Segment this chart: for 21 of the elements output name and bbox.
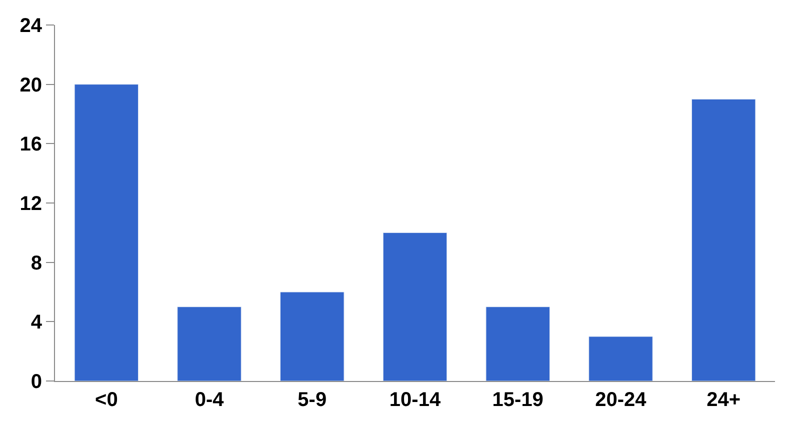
bar bbox=[486, 306, 550, 381]
bar bbox=[691, 98, 756, 381]
x-tick-label: 15-19 bbox=[492, 389, 544, 411]
bar bbox=[280, 292, 344, 381]
y-tick-label: 12 bbox=[20, 193, 42, 215]
y-tick-label: 20 bbox=[20, 74, 42, 96]
x-tick-label: 20-24 bbox=[595, 389, 648, 411]
bar bbox=[74, 84, 139, 381]
y-tick-label: 8 bbox=[30, 252, 42, 274]
x-tick-label: 10-14 bbox=[389, 389, 442, 411]
y-tick-label: 0 bbox=[30, 371, 42, 393]
y-tick-label: 24 bbox=[20, 15, 43, 37]
x-tick-label: <0 bbox=[95, 389, 118, 411]
y-tick-label: 4 bbox=[30, 312, 43, 334]
x-tick-label: 0-4 bbox=[194, 389, 225, 411]
y-tick-label: 16 bbox=[20, 134, 42, 156]
bar bbox=[382, 232, 448, 381]
bar bbox=[588, 336, 653, 381]
bar bbox=[177, 306, 242, 381]
x-tick-label: 24+ bbox=[706, 389, 741, 411]
x-tick-label: 5-9 bbox=[298, 389, 327, 411]
